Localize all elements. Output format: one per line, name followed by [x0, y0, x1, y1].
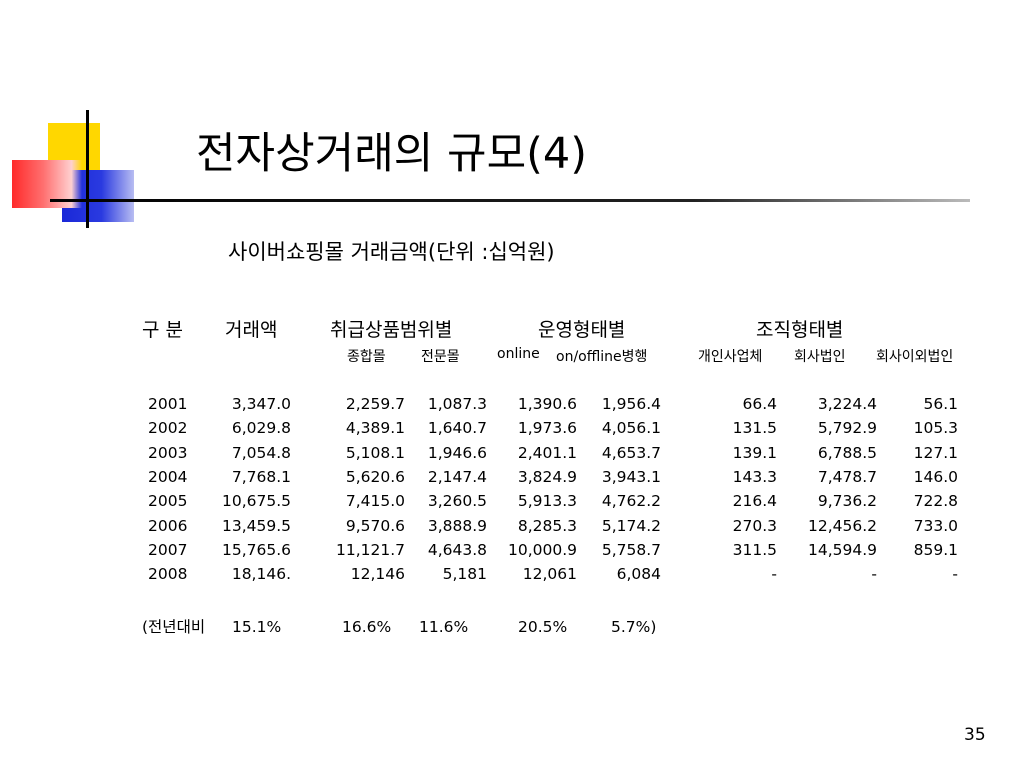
cell-online: 2,401.1 [517, 443, 577, 462]
cell-amount: 7,054.8 [231, 443, 291, 462]
cell-sole: 216.4 [732, 492, 777, 511]
cell-general: 12,146 [350, 565, 405, 584]
page-number: 35 [964, 725, 986, 745]
cell-amount: 10,675.5 [221, 492, 291, 511]
cell-on-offline: 3,943.1 [601, 467, 661, 486]
cell-noncorp: 722.8 [913, 492, 958, 511]
subheader-corporation: 회사법인 [794, 349, 846, 365]
cell-year: 2001 [148, 395, 188, 413]
cell-general: 4,389.1 [345, 419, 405, 438]
cell-year: 2003 [148, 443, 188, 462]
cell-online: 12,061 [522, 565, 577, 584]
cell-corp: 9,736.2 [817, 492, 877, 511]
cell-online: 1,973.6 [517, 419, 577, 438]
cell-amount: 7,768.1 [231, 467, 291, 486]
title-underline [50, 199, 970, 202]
yoy-label: (전년대비 [142, 618, 206, 636]
cell-year: 2005 [148, 492, 188, 511]
cell-general: 5,620.6 [345, 467, 405, 486]
cell-general: 5,108.1 [345, 443, 405, 462]
vertical-rule [86, 110, 89, 228]
subheader-non-corporate: 회사이외법인 [876, 349, 954, 365]
header-organization-type: 조직형태별 [756, 319, 844, 341]
cell-online: 10,000.9 [507, 540, 577, 559]
cell-noncorp: 146.0 [913, 467, 958, 486]
cell-specialty: 4,643.8 [427, 540, 487, 559]
cell-noncorp: - [952, 565, 958, 584]
cell-year: 2008 [148, 565, 188, 584]
cell-year: 2002 [148, 419, 188, 438]
cell-corp: 14,594.9 [807, 540, 877, 559]
cell-on-offline: 4,653.7 [601, 443, 661, 462]
cell-corp: - [871, 565, 877, 584]
yoy-general: 16.6% [342, 618, 392, 636]
cell-amount: 15,765.6 [221, 540, 291, 559]
header-product-range: 취급상품범위별 [330, 319, 453, 341]
cell-online: 8,285.3 [517, 516, 577, 535]
cell-corp: 6,788.5 [817, 443, 877, 462]
cell-online: 3,824.9 [517, 467, 577, 486]
cell-specialty: 3,888.9 [427, 516, 487, 535]
cell-specialty: 2,147.4 [427, 467, 487, 486]
cell-amount: 6,029.8 [231, 419, 291, 438]
cell-on-offline: 6,084 [616, 565, 661, 584]
cell-online: 5,913.3 [517, 492, 577, 511]
cell-specialty: 5,181 [442, 565, 487, 584]
header-operation-type: 운영형태별 [538, 319, 626, 341]
cell-noncorp: 56.1 [923, 395, 958, 413]
header-amount: 거래액 [225, 319, 278, 341]
cell-sole: 311.5 [732, 540, 777, 559]
cell-sole: 143.3 [732, 467, 777, 486]
subheader-on-offline: on/offline병행 [556, 349, 648, 365]
cell-on-offline: 1,956.4 [601, 395, 661, 413]
yoy-specialty: 11.6% [419, 618, 469, 636]
cell-sole: 270.3 [732, 516, 777, 535]
cell-specialty: 1,087.3 [427, 395, 487, 413]
cell-on-offline: 5,758.7 [601, 540, 661, 559]
cell-general: 2,259.7 [345, 395, 405, 413]
cell-noncorp: 127.1 [913, 443, 958, 462]
yoy-online: 20.5% [518, 618, 568, 636]
cell-amount: 18,146. [231, 565, 291, 584]
table-caption: 사이버쇼핑몰 거래금액(단위 :십억원) [228, 240, 555, 264]
cell-general: 7,415.0 [345, 492, 405, 511]
cell-sole: 139.1 [732, 443, 777, 462]
cell-noncorp: 859.1 [913, 540, 958, 559]
cell-amount: 3,347.0 [231, 395, 291, 413]
cell-year: 2004 [148, 467, 188, 486]
cell-general: 9,570.6 [345, 516, 405, 535]
cell-general: 11,121.7 [335, 540, 405, 559]
subheader-online: online [497, 346, 540, 362]
subheader-sole-proprietor: 개인사업체 [698, 349, 763, 365]
header-division: 구 분 [142, 319, 183, 341]
cell-noncorp: 105.3 [913, 419, 958, 438]
subheader-general-mall: 종합몰 [347, 349, 386, 365]
cell-specialty: 3,260.5 [427, 492, 487, 511]
cell-sole: 66.4 [742, 395, 777, 413]
slide-title: 전자상거래의 규모(4) [196, 129, 588, 179]
cell-noncorp: 733.0 [913, 516, 958, 535]
cell-specialty: 1,640.7 [427, 419, 487, 438]
yoy-amount: 15.1% [232, 618, 282, 636]
yoy-on-offline: 5.7%) [611, 618, 657, 636]
cell-specialty: 1,946.6 [427, 443, 487, 462]
cell-on-offline: 4,056.1 [601, 419, 661, 438]
cell-sole: 131.5 [732, 419, 777, 438]
cell-year: 2007 [148, 540, 188, 559]
cell-corp: 3,224.4 [817, 395, 877, 413]
cell-corp: 5,792.9 [817, 419, 877, 438]
cell-corp: 12,456.2 [807, 516, 877, 535]
cell-year: 2006 [148, 516, 188, 535]
cell-amount: 13,459.5 [221, 516, 291, 535]
cell-corp: 7,478.7 [817, 467, 877, 486]
cell-sole: - [771, 565, 777, 584]
cell-on-offline: 4,762.2 [601, 492, 661, 511]
cell-online: 1,390.6 [517, 395, 577, 413]
subheader-specialty-mall: 전문몰 [421, 349, 460, 365]
cell-on-offline: 5,174.2 [601, 516, 661, 535]
